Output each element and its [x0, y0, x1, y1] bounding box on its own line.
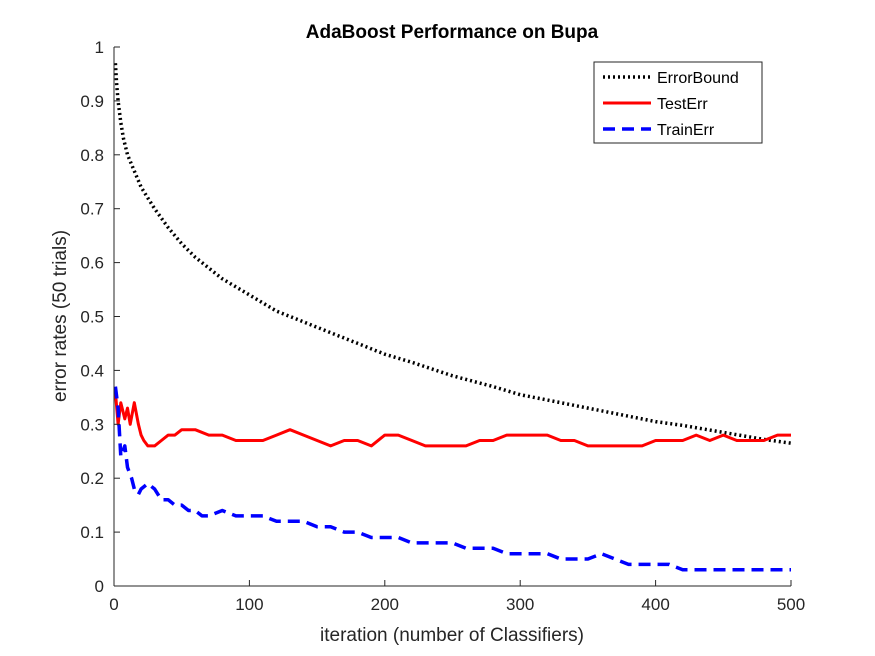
y-tick-label: 0.5 — [80, 308, 104, 327]
ticks-layer: 0 100 200 300 400 500 0 0.1 0.2 0.3 0.4 0.5 0.6 0.7 0.… — [80, 38, 805, 614]
y-tick-label: 0 — [95, 577, 104, 596]
y-tick-label: 0.1 — [80, 523, 104, 542]
x-axis-label: iteration (number of Classifiers) — [320, 625, 584, 646]
x-tick-label: 100 — [235, 595, 263, 614]
x-tick-label: 200 — [371, 595, 399, 614]
legend: ErrorBound TestErr TrainErr — [593, 61, 763, 144]
legend-label-trainerr: TrainErr — [657, 122, 715, 139]
y-tick-label: 0.7 — [80, 200, 104, 219]
legend-label-testerr: TestErr — [657, 96, 708, 113]
series-line-testerr — [113, 391, 791, 448]
x-tick-label: 500 — [777, 595, 805, 614]
y-tick-label: 0.4 — [80, 361, 104, 380]
x-tick-label: 400 — [641, 595, 669, 614]
y-tick-label: 0.2 — [80, 469, 104, 488]
chart-title: AdaBoost Performance on Bupa — [306, 22, 599, 43]
legend-entries: ErrorBound TestErr TrainErr — [603, 70, 739, 139]
series-layer — [113, 63, 792, 572]
y-tick-label: 1 — [95, 38, 104, 57]
x-tick-label: 0 — [109, 595, 118, 614]
legend-label-errorbound: ErrorBound — [657, 70, 739, 87]
y-tick-label: 0.9 — [80, 92, 104, 111]
y-tick-label: 0.3 — [80, 415, 104, 434]
series-line-trainerr — [113, 386, 791, 572]
y-tick-label: 0.8 — [80, 146, 104, 165]
y-axis-label: error rates (50 trials) — [50, 230, 71, 402]
x-tick-label: 300 — [506, 595, 534, 614]
y-tick-label: 0.6 — [80, 254, 104, 273]
